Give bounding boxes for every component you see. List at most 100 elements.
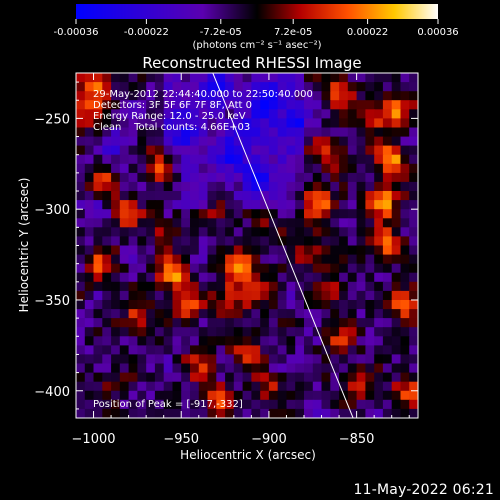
heatmap-cell: [233, 154, 244, 165]
heatmap-cell: [181, 82, 191, 92]
heatmap-cell: [330, 318, 340, 328]
heatmap-cell: [76, 245, 86, 256]
heatmap-cell: [356, 345, 366, 356]
heatmap-cell: [102, 127, 112, 138]
heatmap-cell: [260, 163, 270, 174]
heatmap-cell: [102, 109, 112, 119]
heatmap-cell: [365, 336, 375, 346]
heatmap-cell: [251, 209, 261, 219]
heatmap-cell: [391, 118, 402, 129]
heatmap-cell: [260, 191, 270, 201]
heatmap-cell: [76, 363, 86, 374]
heatmap-cell: [242, 154, 252, 165]
y-tick-label: −350: [34, 294, 70, 309]
heatmap-cell: [146, 363, 156, 374]
heatmap-cell: [260, 345, 270, 356]
heatmap-cell: [260, 254, 270, 265]
heatmap-cell: [242, 127, 252, 138]
heatmap-cell: [242, 381, 252, 392]
heatmap-cell: [198, 300, 209, 310]
heatmap-cell: [242, 408, 252, 418]
heatmap-cell: [216, 272, 226, 283]
heatmap-cell: [225, 163, 235, 174]
heatmap-cell: [400, 163, 410, 174]
heatmap-cell: [391, 408, 402, 418]
heatmap-cell: [207, 163, 217, 174]
heatmap-cell: [365, 118, 375, 129]
heatmap-cell: [225, 181, 235, 192]
heatmap-cell: [260, 408, 270, 418]
heatmap-cell: [137, 345, 147, 356]
heatmap-cell: [330, 209, 340, 219]
heatmap-cell: [339, 336, 349, 346]
heatmap-cell: [312, 363, 323, 374]
heatmap-cell: [128, 136, 138, 147]
heatmap-cell: [374, 408, 384, 418]
heatmap-cell: [391, 172, 402, 183]
heatmap-cell: [365, 145, 375, 156]
heatmap-cell: [347, 100, 358, 110]
heatmap-cell: [102, 300, 112, 310]
heatmap-cell: [146, 100, 156, 110]
heatmap-cell: [391, 318, 402, 328]
heatmap-cell: [409, 381, 418, 392]
heatmap-cell: [409, 82, 418, 92]
heatmap-cell: [172, 327, 182, 337]
heatmap-cell: [286, 236, 296, 247]
heatmap-cell: [260, 300, 270, 310]
heatmap-cell: [382, 154, 393, 165]
heatmap-cell: [365, 399, 375, 410]
heatmap-cell: [172, 136, 182, 147]
heatmap-cell: [137, 227, 147, 237]
heatmap-cell: [207, 372, 217, 383]
heatmap-cell: [330, 200, 340, 210]
heatmap-cell: [93, 236, 103, 247]
heatmap-cell: [84, 327, 95, 337]
heatmap-cell: [356, 181, 366, 192]
heatmap-cell: [356, 73, 366, 83]
heatmap-cell: [409, 408, 418, 418]
heatmap-cell: [119, 218, 130, 228]
heatmap-cell: [146, 309, 156, 319]
heatmap-cell: [409, 236, 418, 247]
heatmap-cell: [93, 127, 103, 138]
heatmap-cell: [225, 318, 235, 328]
heatmap-cell: [382, 163, 393, 174]
heatmap-cell: [286, 399, 296, 410]
heatmap-cell: [233, 408, 244, 418]
heatmap-cell: [128, 127, 138, 138]
heatmap-cell: [251, 127, 261, 138]
heatmap-cell: [400, 73, 410, 83]
heatmap-cell: [119, 236, 130, 247]
heatmap-cell: [137, 154, 147, 165]
heatmap-cell: [154, 399, 165, 410]
heatmap-cell: [181, 336, 191, 346]
heatmap-cell: [119, 300, 130, 310]
heatmap-cell: [365, 227, 375, 237]
heatmap-cell: [409, 390, 418, 401]
heatmap-cell: [391, 181, 402, 192]
heatmap-cell: [198, 227, 209, 237]
heatmap-cell: [304, 154, 314, 165]
heatmap-cell: [277, 336, 288, 346]
heatmap-cell: [102, 82, 112, 92]
heatmap-cell: [400, 236, 410, 247]
heatmap-cell: [154, 263, 165, 274]
heatmap-cell: [347, 318, 358, 328]
heatmap-cell: [321, 381, 331, 392]
heatmap-cell: [304, 100, 314, 110]
heatmap-cell: [400, 91, 410, 101]
heatmap-cell: [154, 209, 165, 219]
heatmap-cell: [216, 254, 226, 265]
heatmap-cell: [365, 172, 375, 183]
heatmap-cell: [137, 218, 147, 228]
heatmap-cell: [242, 254, 252, 265]
heatmap-cell: [128, 245, 138, 256]
heatmap-cell: [181, 309, 191, 319]
heatmap-cell: [242, 345, 252, 356]
heatmap-cell: [260, 136, 270, 147]
heatmap-cell: [409, 191, 418, 201]
heatmap-cell: [347, 91, 358, 101]
heatmap-cell: [374, 100, 384, 110]
heatmap-cell: [321, 118, 331, 129]
